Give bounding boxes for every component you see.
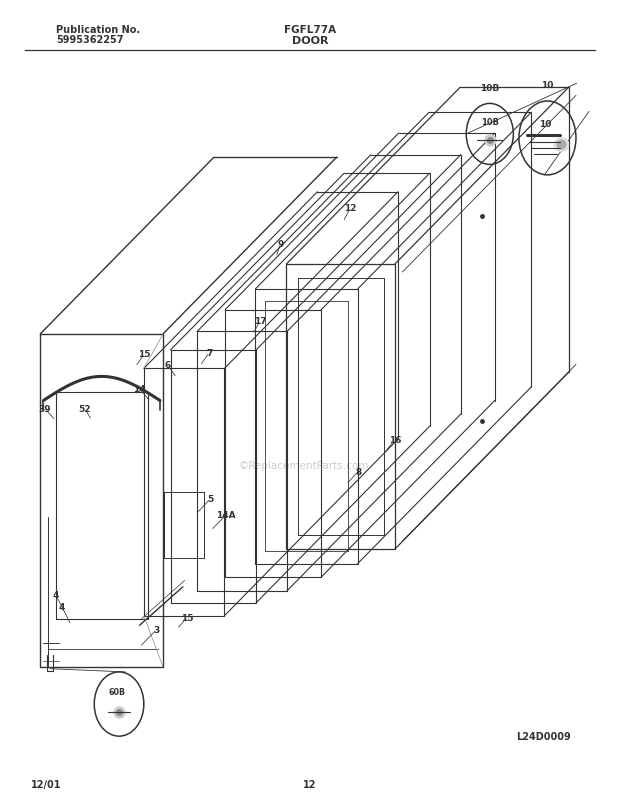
Text: 52: 52 [79,404,91,414]
Text: 14: 14 [133,384,146,394]
Text: L24D0009: L24D0009 [516,731,570,741]
Text: 15: 15 [138,350,151,359]
Text: 15: 15 [181,613,193,622]
Text: 10B: 10B [480,118,499,128]
Text: 10: 10 [539,119,552,129]
Text: ©ReplacementParts.com: ©ReplacementParts.com [239,460,369,470]
Text: 4: 4 [53,590,59,600]
Text: 12: 12 [344,204,356,213]
Text: 17: 17 [254,316,267,326]
Text: 39: 39 [38,404,51,414]
Text: DOOR: DOOR [292,36,328,46]
Text: 5: 5 [208,494,214,504]
Text: 4: 4 [59,602,65,612]
Text: 8: 8 [355,467,361,476]
Text: 6: 6 [164,360,171,370]
Text: 12: 12 [303,780,317,789]
Text: 12/01: 12/01 [31,780,61,789]
Text: 16: 16 [389,435,402,444]
Text: 60B: 60B [108,687,126,697]
Text: 14A: 14A [216,510,236,520]
Text: Publication No.: Publication No. [56,25,140,34]
Text: 5995362257: 5995362257 [56,35,123,45]
Text: 10B: 10B [480,83,500,93]
Text: 9: 9 [277,240,283,249]
Text: FGFL77A: FGFL77A [284,25,336,34]
Text: 10: 10 [541,81,554,91]
Text: 7: 7 [206,348,213,358]
Text: 3: 3 [154,625,160,634]
